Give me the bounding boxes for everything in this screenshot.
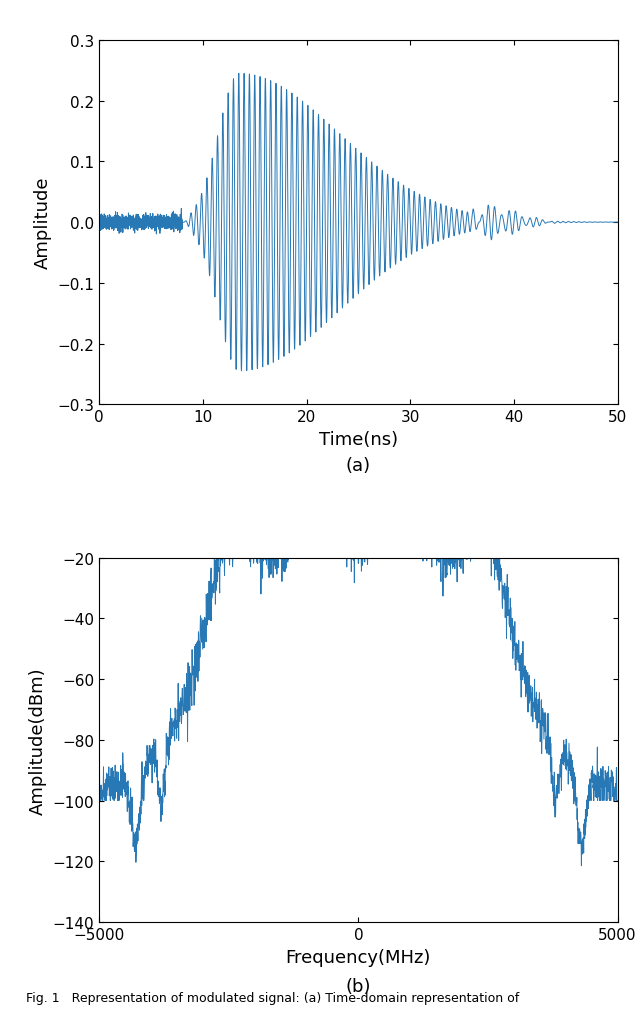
Text: (a): (a)	[346, 457, 371, 474]
Y-axis label: Amplitude: Amplitude	[34, 176, 52, 269]
Y-axis label: Amplitude(dBm): Amplitude(dBm)	[29, 666, 47, 814]
Text: (b): (b)	[346, 977, 371, 995]
X-axis label: Frequency(MHz): Frequency(MHz)	[285, 948, 431, 966]
Text: Fig. 1   Representation of modulated signal: (a) Time-domain representation of: Fig. 1 Representation of modulated signa…	[26, 990, 519, 1004]
X-axis label: Time(ns): Time(ns)	[319, 430, 398, 448]
